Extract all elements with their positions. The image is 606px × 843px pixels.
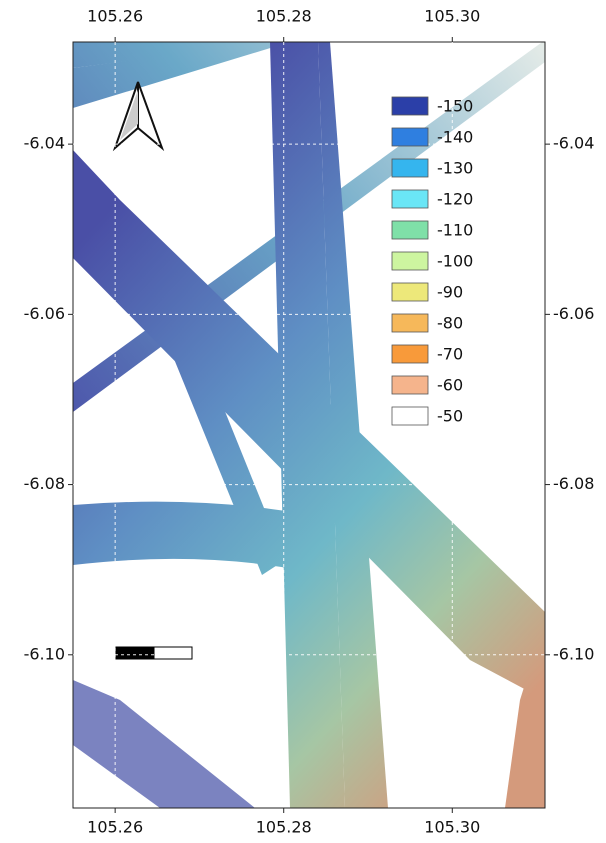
legend-swatch: [392, 283, 428, 301]
legend-label: -70: [437, 345, 463, 364]
legend-swatch: [392, 128, 428, 146]
legend-label: -110: [437, 221, 473, 240]
legend-label: -140: [437, 128, 473, 147]
legend-swatch: [392, 314, 428, 332]
legend-label: -100: [437, 252, 473, 271]
legend-swatch: [392, 252, 428, 270]
legend-label: -150: [437, 97, 473, 116]
map-figure: 105.26 105.26 105.28 105.28 105.30 105.30 -6.0…: [0, 0, 606, 843]
y-tick-label: -6.06: [24, 304, 65, 323]
legend-label: -60: [437, 376, 463, 395]
page: {"map": { "xlim": [105.255, 105.311], "y…: [0, 0, 606, 843]
y-tick-label: -6.04: [24, 134, 65, 153]
x-tick-label: 105.30: [424, 7, 480, 26]
swath: [73, 502, 310, 572]
y-tick-label: -6.10: [553, 644, 594, 663]
x-tick-label: 105.28: [256, 818, 312, 837]
x-tick-label: 105.26: [87, 7, 143, 26]
legend-label: -120: [437, 190, 473, 209]
x-tick-label: 105.28: [256, 7, 312, 26]
legend-label: -130: [437, 159, 473, 178]
scale-bar: [116, 647, 192, 659]
y-tick-label: -6.08: [24, 474, 65, 493]
bathymetry-swaths: [73, 40, 545, 808]
legend-swatch: [392, 190, 428, 208]
y-tick-label: -6.04: [553, 134, 594, 153]
x-tick-label: 105.30: [424, 818, 480, 837]
swath: [73, 680, 255, 808]
legend-label: -80: [437, 314, 463, 333]
y-tick-label: -6.08: [553, 474, 594, 493]
y-tick-label: -6.06: [553, 304, 594, 323]
x-tick-label: 105.26: [87, 818, 143, 837]
legend-swatch: [392, 159, 428, 177]
legend-swatch: [392, 97, 428, 115]
legend-label: -50: [437, 407, 463, 426]
y-tick-label: -6.10: [24, 644, 65, 663]
legend-label: -90: [437, 283, 463, 302]
legend-swatch: [392, 345, 428, 363]
legend-swatch: [392, 407, 428, 425]
legend-swatch: [392, 376, 428, 394]
legend-swatch: [392, 221, 428, 239]
